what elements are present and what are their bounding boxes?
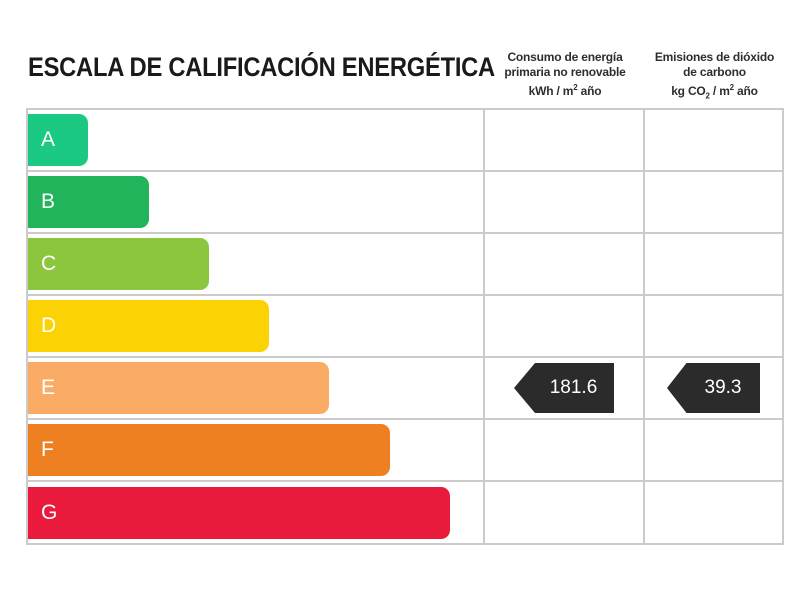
rating-bar-g: G — [28, 486, 450, 539]
scale-row-d: D — [28, 296, 782, 358]
scale-row-c: C — [28, 234, 782, 296]
emisiones-cell-c — [645, 234, 782, 294]
bar-cell-d: D — [28, 296, 485, 356]
scale-row-a: A — [28, 110, 782, 172]
rating-bar-b: B — [28, 176, 149, 228]
consumo-cell-c — [485, 234, 645, 294]
rating-bar-f: F — [28, 424, 390, 476]
scale-row-g: G — [28, 482, 782, 543]
bar-cell-b: B — [28, 172, 485, 232]
bar-cell-c: C — [28, 234, 485, 294]
consumo-cell-f — [485, 420, 645, 480]
consumo-value-arrow: 181.6 — [514, 363, 614, 413]
rating-letter-d: D — [41, 314, 57, 337]
consumo-cell-d — [485, 296, 645, 356]
rating-letter-f: F — [41, 438, 54, 461]
rating-bar-a: A — [28, 114, 88, 166]
consumo-header-unit: kWh / m2 año — [528, 83, 602, 98]
rating-letter-a: A — [41, 128, 56, 151]
emisiones-header-line2: de carbono — [683, 65, 746, 79]
consumo-cell-e: 181.6 — [485, 358, 645, 418]
emisiones-header-line1: Emisiones de dióxido — [654, 50, 775, 64]
emisiones-value-arrow: 39.3 — [667, 363, 760, 413]
emisiones-header-unit: kg CO2 / m2 año — [671, 83, 758, 101]
rating-letter-b: B — [41, 190, 56, 213]
rating-bar-d: D — [28, 300, 269, 352]
consumo-header-line2: primaria no renovable — [504, 65, 626, 79]
rating-bar-e: E — [28, 362, 329, 414]
bar-cell-g: G — [28, 482, 485, 543]
bar-cell-f: F — [28, 420, 485, 480]
consumo-cell-b — [485, 172, 645, 232]
emisiones-cell-g — [645, 482, 782, 543]
rating-letter-g: G — [41, 500, 58, 524]
bar-cell-a: A — [28, 110, 485, 170]
consumo-cell-g — [485, 482, 645, 543]
emisiones-cell-a — [645, 110, 782, 170]
emisiones-cell-f — [645, 420, 782, 480]
bar-cell-e: E — [28, 358, 485, 418]
rating-letter-e: E — [41, 376, 56, 399]
column-header-emisiones: Emisiones de dióxido de carbono kg CO2 /… — [645, 50, 784, 103]
scale-row-e: E 181.6 39.3 — [28, 358, 782, 420]
page-title: ESCALA DE CALIFICACIÓN ENERGÉTICA — [28, 52, 495, 82]
scale-row-f: F — [28, 420, 782, 482]
emisiones-cell-b — [645, 172, 782, 232]
energy-scale-table: A B C D E 181.6 39.3 F G — [26, 108, 784, 545]
rating-letter-c: C — [41, 252, 57, 275]
column-header-consumo: Consumo de energía primaria no renovable… — [485, 50, 645, 99]
consumo-header-line1: Consumo de energía — [507, 50, 623, 64]
consumo-cell-a — [485, 110, 645, 170]
emisiones-cell-d — [645, 296, 782, 356]
scale-row-b: B — [28, 172, 782, 234]
rating-bar-c: C — [28, 238, 209, 290]
emisiones-cell-e: 39.3 — [645, 358, 782, 418]
